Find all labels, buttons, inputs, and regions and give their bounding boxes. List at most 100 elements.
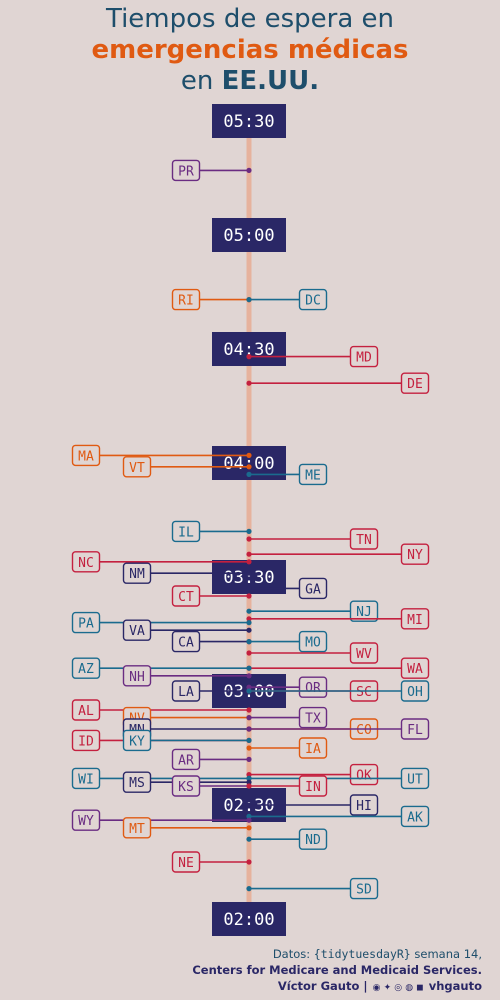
time-tick: 04:30 [212, 332, 286, 366]
state-point [246, 551, 252, 557]
state-marker-wy: WY [71, 809, 252, 831]
state-label-box [349, 600, 379, 622]
state-marker-nc: NC [71, 551, 252, 573]
state-label-box [400, 680, 430, 702]
state-label-box [298, 577, 328, 600]
state-label: NE [178, 856, 194, 871]
state-point [246, 737, 252, 744]
state-label: CA [178, 636, 194, 651]
state-label: KS [178, 780, 194, 795]
state-point [246, 673, 252, 679]
state-label-box [122, 456, 152, 478]
state-label-box [349, 642, 379, 664]
state-point [246, 464, 252, 470]
state-label: VT [129, 461, 145, 476]
caption-line-2: Centers for Medicare and Medicaid Servic… [192, 963, 482, 977]
state-label-box [298, 828, 328, 850]
state-point [246, 608, 252, 614]
state-point [246, 756, 252, 763]
state-label-box [171, 748, 201, 771]
time-tick-label: 04:30 [223, 340, 274, 360]
state-label: DE [407, 377, 423, 392]
state-label: MT [129, 822, 145, 837]
time-tick: 05:00 [212, 218, 286, 252]
state-label: AZ [78, 662, 94, 677]
state-point [246, 802, 252, 808]
state-point [246, 726, 252, 732]
state-label: NC [78, 556, 94, 571]
state-point [246, 772, 252, 778]
state-point [246, 684, 252, 690]
title-line-1: Tiempos de espera en [105, 4, 395, 34]
title-line-2: emergencias médicas [91, 35, 409, 65]
state-marker-ne: NE [171, 851, 252, 873]
state-label: NJ [356, 605, 372, 620]
title-line-3-bold: EE.UU. [221, 66, 320, 96]
state-label-box [71, 657, 101, 679]
social-icons: ◉ ✦ ◎ ◍ ◼ [372, 983, 424, 993]
state-marker-ar: AR [171, 748, 252, 771]
state-label-box [71, 444, 101, 467]
state-point [246, 715, 252, 721]
state-label-box [349, 763, 379, 786]
state-label-box [349, 877, 379, 900]
state-label-box [171, 520, 201, 543]
time-tick-box [212, 104, 286, 138]
state-label-box [349, 345, 379, 368]
state-marker-vt: VT [122, 456, 252, 478]
state-label: IA [305, 742, 321, 757]
state-label: AL [78, 704, 94, 719]
state-marker-ky: KY [122, 729, 252, 752]
state-label-box [171, 630, 201, 653]
state-marker-nh: NH [122, 665, 252, 687]
state-label: WV [356, 647, 372, 662]
state-point [246, 813, 252, 820]
state-point [246, 471, 252, 477]
state-label: DC [305, 294, 321, 309]
state-marker-or: OR [246, 676, 328, 698]
state-point [246, 783, 252, 789]
state-label-box [71, 809, 101, 831]
state-label-box [71, 767, 101, 790]
state-marker-ut: UT [246, 767, 430, 790]
state-label: TN [356, 533, 372, 548]
state-marker-me: ME [246, 463, 328, 486]
state-label: CO [356, 723, 372, 738]
state-label-box [71, 729, 101, 752]
caption-separator: | [363, 979, 368, 993]
state-label-box [171, 585, 201, 607]
state-label: RI [178, 294, 194, 309]
state-marker-sd: SD [246, 877, 379, 900]
state-label-box [171, 159, 201, 182]
title-line-3: en EE.UU. [0, 66, 500, 97]
state-marker-wa: WA [246, 657, 430, 679]
caption-line-1: Datos: {tidytuesdayR} semana 14, [192, 946, 482, 962]
state-point [246, 886, 252, 892]
state-marker-hi: HI [246, 794, 379, 816]
state-label-box [298, 463, 328, 486]
state-label: ID [78, 734, 94, 749]
state-label-box [298, 775, 328, 797]
time-tick-box [212, 218, 286, 252]
state-point [246, 745, 252, 751]
time-tick: 02:00 [212, 902, 286, 936]
state-marker-az: AZ [71, 657, 252, 679]
state-point [246, 559, 252, 565]
state-point [246, 707, 252, 713]
state-label: SD [356, 883, 372, 898]
state-marker-wi: WI [71, 767, 252, 790]
state-label-box [400, 767, 430, 790]
state-label-box [122, 562, 152, 584]
state-label-box [171, 851, 201, 873]
state-label: PA [78, 617, 94, 632]
time-tick-box [212, 902, 286, 936]
state-marker-tn: TN [246, 528, 379, 550]
state-label-box [122, 729, 152, 752]
state-label-box [171, 288, 201, 311]
state-label: AK [407, 810, 423, 825]
state-label: OR [305, 681, 321, 696]
time-tick-label: 05:00 [223, 226, 274, 246]
state-point [246, 779, 252, 785]
state-label-box [298, 737, 328, 759]
